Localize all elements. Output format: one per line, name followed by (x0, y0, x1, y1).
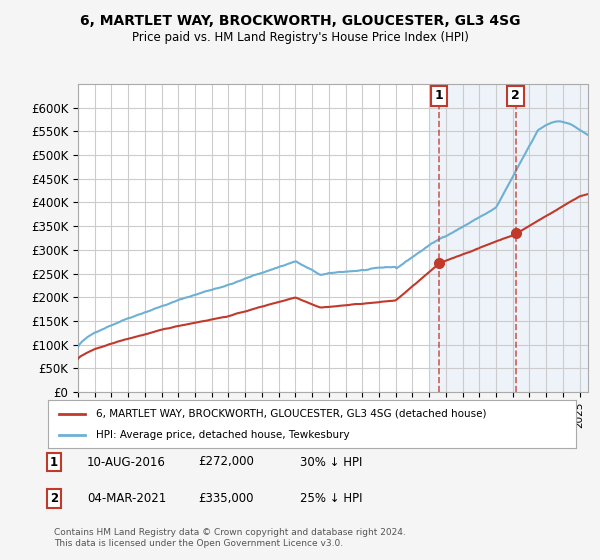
Text: 2: 2 (50, 492, 58, 505)
Text: £272,000: £272,000 (198, 455, 254, 469)
Text: 6, MARTLET WAY, BROCKWORTH, GLOUCESTER, GL3 4SG (detached house): 6, MARTLET WAY, BROCKWORTH, GLOUCESTER, … (95, 409, 486, 419)
Text: 04-MAR-2021: 04-MAR-2021 (87, 492, 166, 505)
Text: Contains HM Land Registry data © Crown copyright and database right 2024.
This d: Contains HM Land Registry data © Crown c… (54, 528, 406, 548)
Text: 30% ↓ HPI: 30% ↓ HPI (300, 455, 362, 469)
Text: 1: 1 (50, 455, 58, 469)
Text: 10-AUG-2016: 10-AUG-2016 (87, 455, 166, 469)
Text: 2: 2 (511, 90, 520, 102)
Bar (429, 84, 588, 392)
Text: 6, MARTLET WAY, BROCKWORTH, GLOUCESTER, GL3 4SG: 6, MARTLET WAY, BROCKWORTH, GLOUCESTER, … (80, 14, 520, 28)
Text: £335,000: £335,000 (198, 492, 254, 505)
Text: HPI: Average price, detached house, Tewkesbury: HPI: Average price, detached house, Tewk… (95, 430, 349, 440)
Text: Price paid vs. HM Land Registry's House Price Index (HPI): Price paid vs. HM Land Registry's House … (131, 31, 469, 44)
Text: 1: 1 (435, 90, 443, 102)
Text: 25% ↓ HPI: 25% ↓ HPI (300, 492, 362, 505)
